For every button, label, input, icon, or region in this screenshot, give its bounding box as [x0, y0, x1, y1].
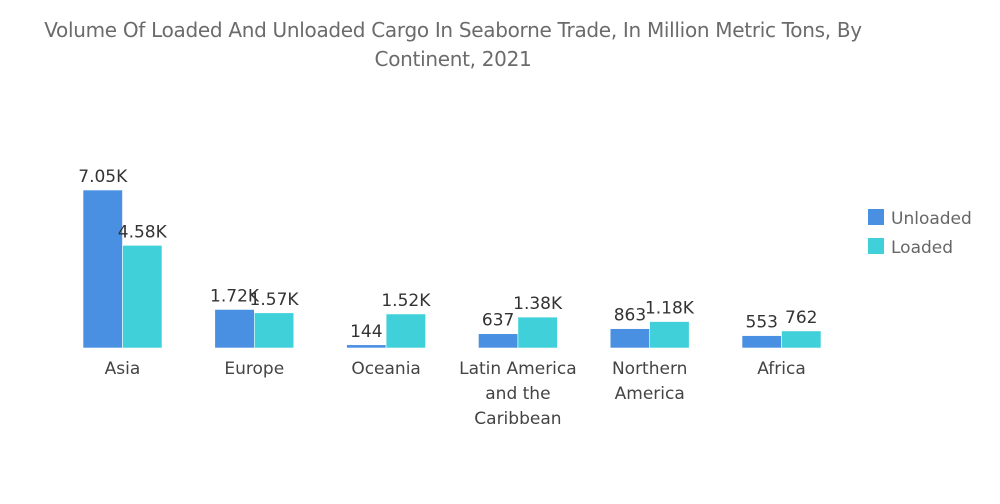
x-tick-label: America [615, 384, 685, 404]
x-tick-label: Africa [757, 359, 806, 379]
bar-unloaded [214, 309, 255, 349]
data-label: 553 [746, 313, 778, 333]
legend-swatch-unloaded [868, 209, 884, 225]
data-label: 1.38K [513, 294, 563, 314]
chart-title: Volume Of Loaded And Unloaded Cargo In S… [44, 18, 862, 71]
bar-loaded [649, 321, 690, 349]
bar-loaded [122, 245, 163, 349]
data-label: 762 [785, 308, 817, 328]
x-tick-label: Oceania [351, 359, 421, 379]
bar-unloaded [741, 335, 782, 349]
x-tick-label: Caribbean [474, 409, 561, 429]
bar-loaded [254, 312, 295, 349]
x-tick-label: Latin America [459, 359, 577, 379]
x-tick-label: Northern [612, 359, 687, 379]
data-label: 1.72K [210, 286, 260, 306]
data-label: 7.05K [78, 167, 128, 187]
data-label: 1.57K [250, 290, 300, 310]
legend-label: Unloaded [891, 209, 972, 229]
x-tick-label: Europe [224, 359, 284, 379]
data-label: 1.18K [645, 299, 695, 319]
x-tick-label: and the [485, 384, 550, 404]
bar-unloaded [478, 333, 519, 349]
data-label: 1.52K [381, 291, 431, 311]
legend-label: Loaded [891, 238, 953, 258]
bar-unloaded [346, 344, 387, 349]
x-tick-label: Asia [105, 359, 141, 379]
data-label: 637 [482, 311, 514, 331]
bar-loaded [517, 316, 558, 349]
bar-unloaded [609, 328, 651, 349]
bar-loaded [781, 330, 822, 349]
data-label: 144 [350, 322, 382, 342]
data-label: 863 [614, 306, 646, 326]
legend-swatch-loaded [868, 238, 884, 254]
bar-unloaded [82, 189, 123, 349]
data-label: 4.58K [118, 222, 168, 242]
bar-loaded [385, 313, 426, 349]
